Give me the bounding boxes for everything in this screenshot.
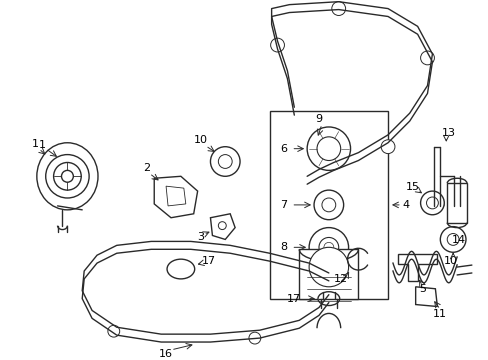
Text: 10: 10 xyxy=(443,256,457,266)
Text: 7: 7 xyxy=(279,200,286,210)
Text: 10: 10 xyxy=(193,135,207,145)
Circle shape xyxy=(380,140,394,154)
Ellipse shape xyxy=(37,143,98,210)
Text: 17: 17 xyxy=(201,256,215,266)
Circle shape xyxy=(321,198,335,212)
Circle shape xyxy=(54,162,81,190)
Circle shape xyxy=(313,190,343,220)
Circle shape xyxy=(439,226,465,252)
Circle shape xyxy=(316,137,340,161)
Text: 2: 2 xyxy=(142,163,150,174)
Circle shape xyxy=(61,170,73,182)
Circle shape xyxy=(210,147,240,176)
Text: 5: 5 xyxy=(418,284,425,294)
Text: 17: 17 xyxy=(286,294,301,303)
Bar xyxy=(447,183,466,223)
Text: 15: 15 xyxy=(405,182,419,192)
Circle shape xyxy=(308,228,348,267)
Ellipse shape xyxy=(317,292,339,306)
Circle shape xyxy=(447,234,458,246)
Text: 11: 11 xyxy=(431,309,446,319)
Text: 12: 12 xyxy=(333,274,347,284)
Circle shape xyxy=(306,127,350,170)
Circle shape xyxy=(218,154,232,168)
Text: 1: 1 xyxy=(31,139,38,149)
Circle shape xyxy=(331,2,345,15)
Circle shape xyxy=(218,222,226,230)
Bar xyxy=(299,249,358,299)
Text: 1: 1 xyxy=(39,140,46,150)
Text: 4: 4 xyxy=(402,200,408,210)
Circle shape xyxy=(45,154,89,198)
Circle shape xyxy=(420,191,444,215)
Circle shape xyxy=(318,238,338,257)
Circle shape xyxy=(322,293,334,305)
Polygon shape xyxy=(210,214,235,239)
Text: 6: 6 xyxy=(280,144,286,154)
Bar xyxy=(269,111,387,299)
Text: 13: 13 xyxy=(441,128,455,138)
Text: 3: 3 xyxy=(197,233,203,243)
Text: 14: 14 xyxy=(451,235,465,246)
Text: 16: 16 xyxy=(159,349,173,359)
Circle shape xyxy=(426,197,437,209)
Polygon shape xyxy=(415,287,436,306)
Text: 9: 9 xyxy=(315,114,322,124)
Circle shape xyxy=(270,38,284,52)
Circle shape xyxy=(308,247,348,287)
Polygon shape xyxy=(154,176,197,218)
Circle shape xyxy=(248,332,260,344)
Ellipse shape xyxy=(167,259,194,279)
Circle shape xyxy=(108,325,120,337)
Polygon shape xyxy=(397,254,436,281)
Text: 8: 8 xyxy=(279,242,286,252)
Circle shape xyxy=(420,51,433,65)
Circle shape xyxy=(323,242,333,252)
Polygon shape xyxy=(166,186,185,206)
